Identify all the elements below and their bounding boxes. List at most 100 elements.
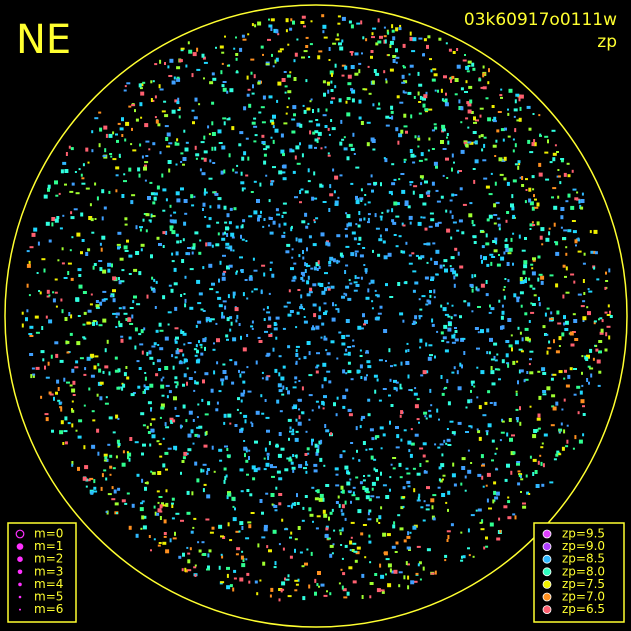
star-dot — [493, 249, 498, 253]
star-dot — [598, 318, 600, 321]
star-dot — [91, 130, 94, 134]
star-dot — [117, 122, 121, 125]
star-dot — [424, 276, 429, 280]
star-dot — [265, 376, 269, 381]
star-dot — [75, 429, 78, 432]
star-dot — [521, 337, 524, 342]
star-dot — [506, 463, 510, 468]
star-dot — [505, 340, 510, 343]
star-dot — [192, 52, 197, 57]
star-dot — [342, 395, 347, 400]
star-dot — [277, 383, 282, 388]
star-dot — [286, 457, 291, 460]
star-dot — [240, 392, 245, 397]
star-dot — [289, 536, 292, 539]
star-dot — [205, 430, 208, 435]
star-dot — [408, 73, 411, 76]
star-dot — [473, 385, 476, 388]
star-dot — [445, 442, 448, 445]
star-dot — [395, 381, 399, 384]
star-dot — [257, 467, 261, 471]
star-dot — [359, 481, 363, 485]
star-dot — [208, 318, 212, 323]
star-dot — [514, 163, 518, 166]
star-dot — [491, 439, 495, 443]
star-dot — [402, 319, 405, 323]
star-dot — [94, 117, 99, 120]
star-dot — [221, 555, 224, 559]
star-dot — [191, 204, 195, 207]
star-dot — [184, 147, 189, 152]
star-dot — [152, 142, 156, 146]
star-dot — [460, 531, 463, 534]
star-dot — [145, 229, 148, 233]
star-dot — [504, 127, 507, 131]
star-dot — [301, 411, 304, 414]
star-dot — [308, 144, 313, 149]
star-dot — [536, 221, 540, 226]
star-dot — [272, 166, 276, 169]
star-dot — [466, 70, 470, 73]
star-dot — [187, 342, 192, 344]
star-dot — [296, 38, 299, 41]
star-dot — [417, 496, 420, 500]
star-dot — [294, 454, 298, 457]
star-dot — [368, 534, 371, 538]
star-dot — [218, 565, 221, 570]
star-dot — [395, 426, 399, 429]
star-dot — [25, 317, 28, 322]
star-dot — [531, 267, 534, 270]
star-dot — [239, 373, 242, 378]
star-dot — [227, 522, 230, 527]
star-dot — [291, 433, 295, 436]
star-dot — [232, 249, 235, 252]
star-dot — [494, 237, 498, 241]
star-dot — [419, 578, 422, 581]
star-dot — [465, 80, 468, 84]
star-dot — [550, 377, 554, 381]
star-dot — [493, 214, 498, 216]
star-dot — [115, 312, 120, 316]
star-dot — [91, 444, 96, 449]
star-dot — [418, 159, 423, 162]
star-dot — [341, 138, 345, 141]
star-dot — [221, 51, 225, 54]
star-dot — [315, 370, 319, 374]
star-dot — [344, 270, 347, 274]
star-dot — [418, 493, 421, 498]
star-dot — [118, 156, 121, 158]
star-dot — [565, 246, 568, 249]
star-dot — [237, 397, 240, 401]
star-dot — [118, 320, 121, 325]
star-dot — [556, 151, 559, 153]
star-dot — [440, 140, 444, 144]
star-dot — [376, 518, 379, 523]
star-dot — [343, 292, 346, 295]
star-dot — [251, 465, 256, 470]
star-dot — [157, 508, 162, 513]
star-dot — [410, 153, 415, 158]
star-dot — [399, 24, 402, 28]
star-dot — [292, 276, 297, 280]
star-dot — [544, 151, 549, 154]
star-dot — [109, 454, 113, 458]
star-dot — [172, 537, 177, 540]
star-dot — [344, 500, 347, 505]
star-dot — [119, 127, 124, 131]
star-dot — [496, 353, 499, 356]
star-dot — [195, 381, 199, 385]
star-dot — [272, 139, 275, 144]
star-dot — [168, 284, 172, 287]
star-dot — [165, 502, 169, 507]
star-dot — [326, 286, 330, 289]
star-dot — [327, 242, 331, 247]
star-dot — [289, 456, 292, 460]
star-dot — [389, 68, 394, 72]
star-dot — [246, 473, 249, 476]
star-dot — [265, 416, 270, 419]
star-dot — [507, 252, 512, 255]
star-dot — [257, 21, 262, 26]
star-dot — [211, 101, 215, 105]
star-dot — [344, 65, 348, 70]
star-dot — [531, 221, 534, 224]
